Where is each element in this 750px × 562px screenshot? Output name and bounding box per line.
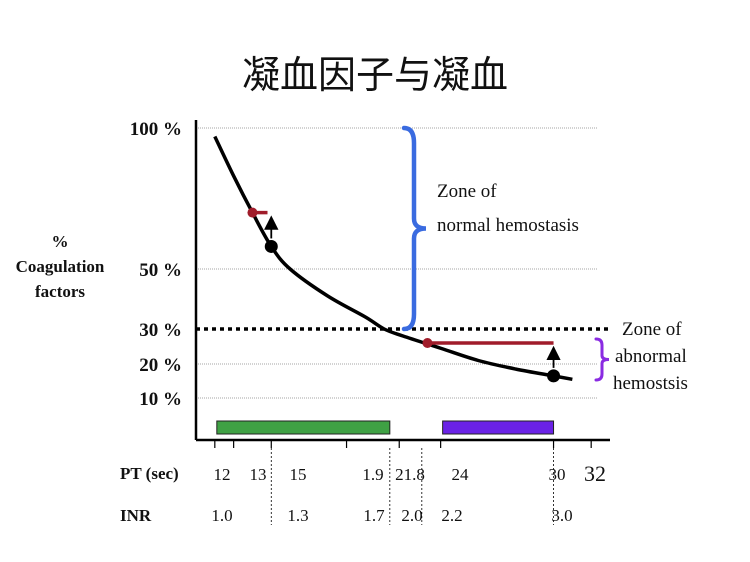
y-axis-title-line: Coagulation (16, 257, 105, 276)
red-marker-point (247, 207, 258, 218)
inr-tick-label: 2.2 (441, 506, 462, 525)
inr-tick-label: 1.7 (363, 506, 385, 525)
inr-tick-label: 1.3 (287, 506, 308, 525)
data-point (264, 239, 278, 253)
abnormal-zone-label-line: abnormal (615, 346, 687, 367)
pt-tick-label: 12 (214, 465, 231, 484)
y-axis-title-line: % (52, 232, 69, 251)
normal-zone-label-line: Zone of (437, 181, 497, 202)
pt-tick-label: 30 (549, 465, 566, 484)
pt-tick-label: 24 (452, 465, 470, 484)
pt-row-label: PT (sec) (120, 464, 179, 483)
data-point (547, 369, 561, 383)
inr-tick-label: 3.0 (551, 506, 572, 525)
y-axis-title-line: factors (35, 282, 85, 301)
page-title: 凝血因子与凝血 (242, 53, 508, 97)
normal-zone-label-line: normal hemostasis (437, 215, 579, 236)
pt-tick-label: 1.9 (362, 465, 383, 484)
axes (194, 120, 610, 525)
abnormal-zone-label-line: hemostsis (613, 373, 688, 394)
pt-tick-label: 13 (250, 465, 267, 484)
y-tick-label: 20 % (139, 355, 182, 376)
pt-tick-label: 21.8 (395, 465, 425, 484)
abnormal-zone-label-line: Zone of (622, 319, 682, 340)
y-tick-label: 10 % (139, 389, 182, 410)
y-axis-labels: 100 % 50 % 30 % 20 % 10 %% Coagulation factors (16, 119, 182, 410)
pt-tick-label: 15 (290, 465, 307, 484)
y-tick-label: 30 % (139, 320, 182, 341)
y-tick-label: 50 % (139, 260, 182, 281)
inr-tick-label: 1.0 (211, 506, 232, 525)
gridlines (196, 127, 610, 399)
zone-annotations: Zone of normal hemostasis Zone of abnormal h… (401, 125, 688, 394)
y-tick-label: 100 % (130, 119, 182, 140)
coagulation-curve (213, 135, 573, 383)
normal-range-bar (216, 420, 391, 435)
inr-row-label: INR (120, 506, 152, 525)
normal-zone-brace (401, 125, 427, 332)
abnormal-range-bar (442, 420, 555, 435)
inr-tick-label: 2.0 (401, 506, 422, 525)
range-bars (216, 420, 555, 435)
red-marker-point (422, 338, 433, 348)
pt-tick-label: 32 (584, 461, 606, 486)
x-axis-labels: PT (sec) INR 12 13 15 1.9 21.8 24 30 32 1.0 1.3 1.7 2… (120, 461, 606, 525)
abnormal-zone-brace (594, 337, 610, 382)
